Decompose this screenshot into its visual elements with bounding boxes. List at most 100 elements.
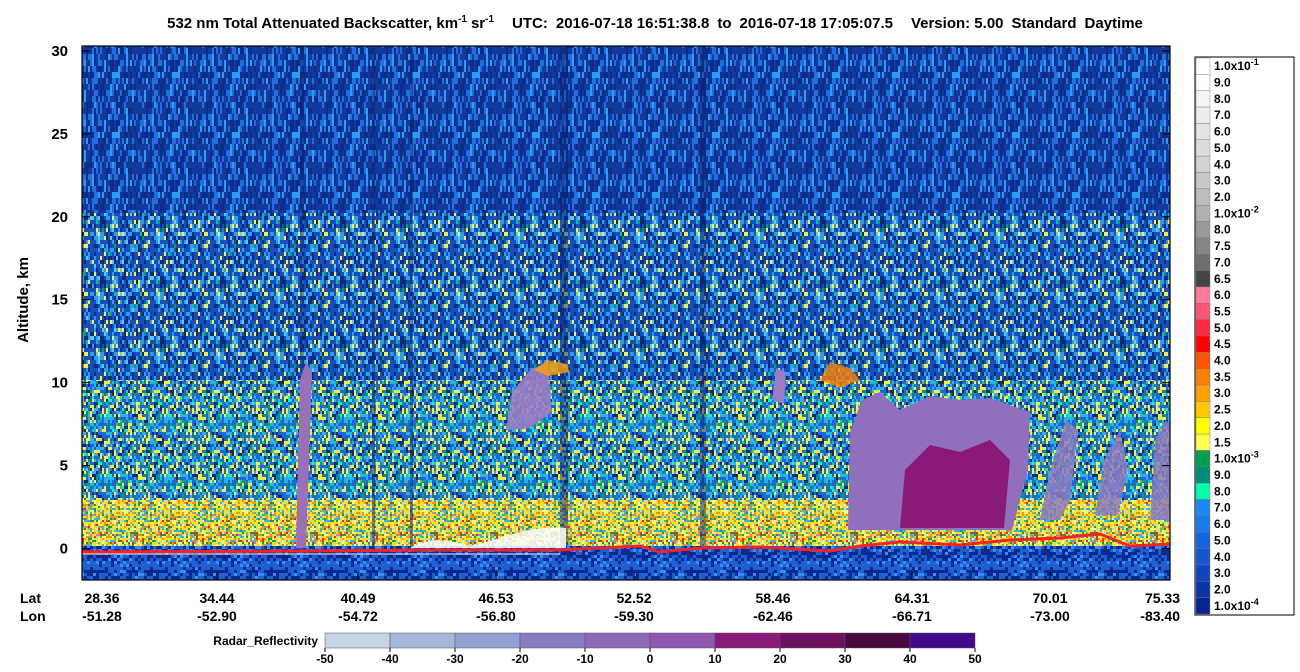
- colorbar-label: 5.0: [1214, 141, 1231, 155]
- colorbar-cell: [1195, 433, 1211, 451]
- colorbar-label: 4.0: [1214, 550, 1231, 564]
- radar-bar-tick-label: -30: [446, 652, 464, 666]
- cirrus: [820, 362, 860, 388]
- colorbar-label: 4.0: [1214, 157, 1231, 171]
- colorbar-label-text: 3.0: [1214, 174, 1231, 188]
- colorbar-cell: [1195, 319, 1211, 337]
- x-tick-lat: 58.46: [755, 590, 790, 606]
- colorbar-cell: [1195, 74, 1211, 91]
- colorbar-label: 2.0: [1214, 190, 1231, 204]
- colorbar-label-text: 6.0: [1214, 125, 1231, 139]
- colorbar-frame: [1194, 56, 1295, 616]
- colorbar-label: 3.0: [1214, 174, 1231, 188]
- title-main: 532 nm Total Attenuated Backscatter, km: [167, 15, 458, 32]
- colorbar-cell: [1195, 581, 1211, 598]
- title-exp: -1: [485, 14, 494, 25]
- colorbar-label-text: 5.5: [1214, 304, 1231, 318]
- colorbar-label: 6.0: [1214, 125, 1231, 139]
- colorbar-label: 3.0: [1214, 386, 1231, 400]
- x-tick-lat: 40.49: [340, 590, 375, 606]
- title-to: to: [717, 15, 731, 32]
- colorbar-label-text: 4.0: [1214, 354, 1231, 368]
- radar-bar-cell: [649, 632, 716, 649]
- radar-bar-tick-label: 10: [708, 652, 722, 666]
- curtain-band: [82, 46, 1170, 213]
- colorbar-cell: [1195, 303, 1211, 320]
- colorbar-cell: [1195, 368, 1211, 386]
- lon-label: Lon: [20, 608, 46, 624]
- radar-bar-cell: [714, 632, 781, 649]
- colorbar-cell: [1195, 139, 1211, 157]
- colorbar-label: 7.5: [1214, 239, 1231, 253]
- colorbar-label-text: 2.0: [1214, 190, 1231, 204]
- colorbar-label-text: 3.0: [1214, 386, 1231, 400]
- colorbar-label-exp: -3: [1251, 450, 1259, 460]
- colorbar-cell: [1195, 57, 1211, 75]
- colorbar-cell: [1195, 482, 1211, 500]
- colorbar-cell: [1195, 286, 1211, 304]
- colorbar-label: 1.0x10-3: [1214, 450, 1259, 466]
- colorbar-cell: [1195, 532, 1211, 549]
- colorbar-cell: [1195, 564, 1211, 582]
- colorbar-label-exp: -1: [1251, 57, 1259, 67]
- colorbar-label-text: 5.0: [1214, 321, 1231, 335]
- radar-cloud-core: [900, 440, 1010, 528]
- colorbar-label-text: 7.5: [1214, 239, 1231, 253]
- colorbar-label-text: 4.5: [1214, 337, 1231, 351]
- y-tick-label: 10: [51, 375, 68, 392]
- title-utc: UTC:: [512, 15, 548, 32]
- colorbar-cell: [1195, 221, 1211, 239]
- colorbar-label: 2.0: [1214, 582, 1231, 596]
- x-tick-lon: -52.90: [197, 608, 237, 624]
- colorbar-label: 9.0: [1214, 468, 1231, 482]
- colorbar-label-text: 9.0: [1214, 468, 1231, 482]
- colorbar-cell: [1195, 254, 1211, 271]
- colorbar-label: 1.0x10-1: [1214, 57, 1259, 73]
- overlay: [81, 45, 1171, 581]
- dark-column: [700, 46, 706, 546]
- radar-bar-tick-label: -20: [511, 652, 529, 666]
- colorbar-label: 1.0x10-2: [1214, 204, 1259, 220]
- colorbar-label: 5.0: [1214, 533, 1231, 547]
- colorbar-label: 1.0x10-4: [1214, 597, 1259, 613]
- colorbar-label-text: 4.0: [1214, 550, 1231, 564]
- x-tick-lat: 52.52: [616, 590, 651, 606]
- x-tick-lon: -54.72: [338, 608, 378, 624]
- colorbar-label: 2.5: [1214, 403, 1231, 417]
- x-tick-lon: -59.30: [614, 608, 654, 624]
- y-tick-label: 30: [51, 43, 68, 60]
- colorbar-label: 8.0: [1214, 92, 1231, 106]
- colorbar-label: 5.5: [1214, 304, 1231, 318]
- colorbar-cell: [1195, 450, 1211, 468]
- colorbar-label-text: 7.0: [1214, 108, 1231, 122]
- radar-cloud: [1040, 420, 1078, 520]
- colorbar-label: 6.0: [1214, 517, 1231, 531]
- colorbar-cell: [1195, 237, 1211, 255]
- colorbar-label-text: 5.0: [1214, 533, 1231, 547]
- colorbar-label: 3.5: [1214, 370, 1231, 384]
- radar-bar-cell: [324, 632, 391, 649]
- dark-column: [410, 46, 413, 546]
- colorbar-label: 3.0: [1214, 566, 1231, 580]
- title-mode: Daytime: [1085, 15, 1143, 32]
- colorbar-label-text: 6.5: [1214, 272, 1231, 286]
- colorbar-cell: [1195, 352, 1211, 369]
- colorbar-label-text: 7.0: [1214, 501, 1231, 515]
- colorbar-label-text: 1.0x10: [1214, 452, 1251, 466]
- colorbar-label: 5.0: [1214, 321, 1231, 335]
- colorbar-label: 4.0: [1214, 354, 1231, 368]
- radar-cloud: [506, 362, 552, 430]
- colorbar-label-text: 8.0: [1214, 92, 1231, 106]
- radar-cloud: [1150, 420, 1170, 520]
- x-tick-lon: -83.40: [1140, 608, 1180, 624]
- radar-bar-tick-label: 30: [838, 652, 852, 666]
- radar-bar-label: Radar_Reflectivity: [213, 634, 318, 648]
- x-tick-lon: -56.80: [476, 608, 516, 624]
- colorbar-cell: [1195, 172, 1211, 190]
- title-start: 2016-07-18 16:51:38.8: [556, 15, 709, 32]
- low-cloud: [410, 527, 566, 548]
- colorbar-label-text: 8.0: [1214, 484, 1231, 498]
- colorbar-cell: [1195, 123, 1211, 140]
- colorbar-label: 8.0: [1214, 223, 1231, 237]
